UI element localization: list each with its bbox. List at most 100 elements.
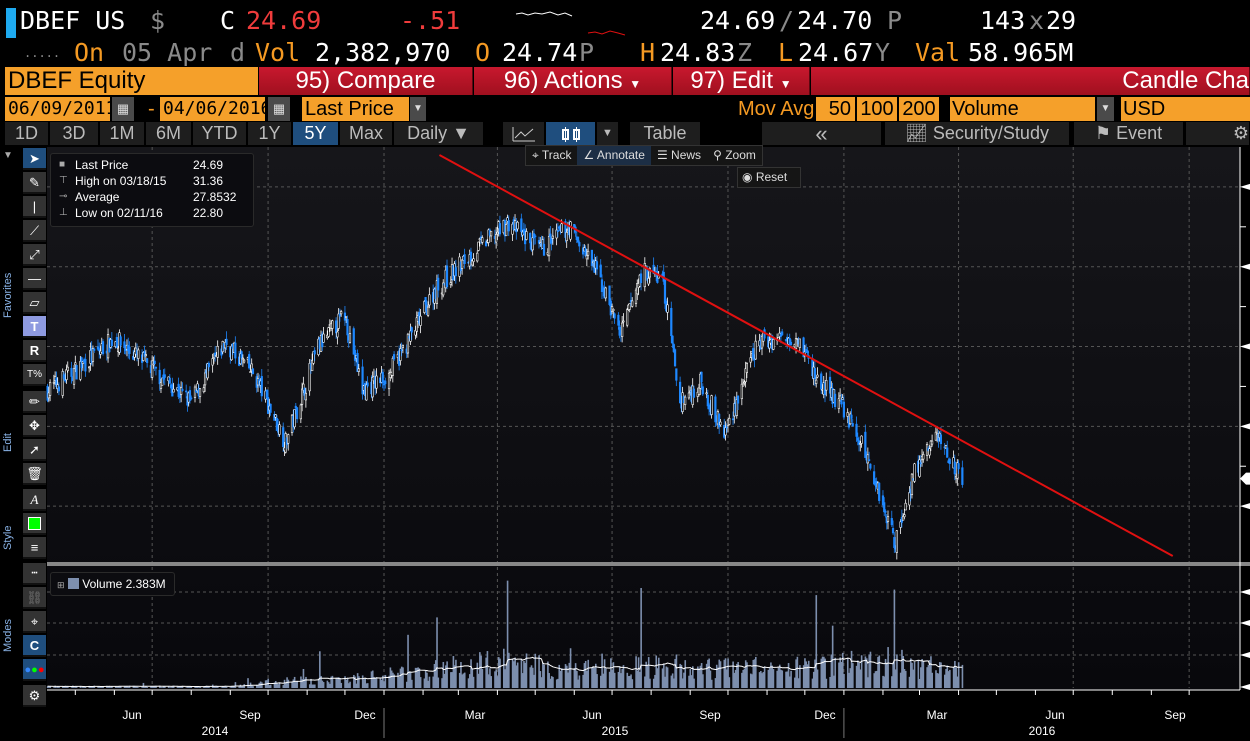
- news-button[interactable]: ☰ News: [651, 146, 707, 165]
- volume-bar: [296, 680, 298, 688]
- period-ytd[interactable]: YTD: [193, 122, 247, 145]
- period-1m[interactable]: 1M: [100, 122, 145, 145]
- link-icon[interactable]: ⛓: [23, 587, 46, 609]
- table-button[interactable]: Table: [630, 122, 701, 145]
- volume-bar: [213, 686, 215, 688]
- lower-study-select[interactable]: Volume: [950, 97, 1095, 121]
- currency: $: [150, 6, 166, 35]
- volume-bar: [506, 580, 509, 688]
- volume-bar: [301, 679, 303, 688]
- period-1d[interactable]: 1D: [5, 122, 49, 145]
- pointer-tool-icon[interactable]: ➤: [23, 148, 46, 170]
- chevron-down-icon[interactable]: ▼: [1097, 97, 1114, 121]
- volume-bar: [54, 685, 57, 688]
- ma-100-input[interactable]: 100: [857, 97, 897, 121]
- calendar-icon[interactable]: ▦: [112, 97, 134, 121]
- color-picker-icon[interactable]: [23, 513, 46, 535]
- end-date-input[interactable]: 04/06/2016: [160, 97, 271, 121]
- reset-label: Reset: [755, 170, 788, 184]
- retracement-icon[interactable]: R: [23, 340, 46, 362]
- zoom-button[interactable]: ⚲ Zoom: [707, 146, 762, 165]
- security-field[interactable]: DBEF Equity: [5, 67, 258, 95]
- chevron-down-icon[interactable]: ▼: [410, 97, 426, 121]
- candle: [961, 467, 964, 485]
- reset-button[interactable]: ◉ Reset: [737, 167, 801, 188]
- magnet-icon[interactable]: C: [23, 635, 46, 657]
- gear-icon[interactable]: ⚙: [23, 685, 46, 707]
- volume-bar: [75, 686, 78, 688]
- volume-bar: [887, 647, 889, 688]
- candle: [79, 361, 82, 380]
- expand-icon[interactable]: ⊞: [57, 580, 65, 590]
- line-chart-button[interactable]: [503, 122, 545, 145]
- volume-bar: [419, 677, 422, 688]
- volume-bar: [458, 672, 461, 688]
- period-max[interactable]: Max: [340, 122, 393, 145]
- calendar-icon[interactable]: ▦: [268, 97, 290, 121]
- horizontal-line-icon[interactable]: —: [23, 268, 46, 290]
- volume-bar: [137, 687, 140, 688]
- volume-bar: [578, 675, 581, 688]
- compare-button[interactable]: 95) Compare: [259, 67, 473, 95]
- font-style-icon[interactable]: A: [23, 489, 46, 511]
- currency-select[interactable]: USD: [1121, 97, 1250, 121]
- move-icon[interactable]: ✥: [23, 415, 46, 437]
- volume-bar: [80, 687, 83, 688]
- field-select[interactable]: Last Price: [302, 97, 409, 121]
- period-1y[interactable]: 1Y: [248, 122, 292, 145]
- period-3d[interactable]: 3D: [50, 122, 99, 145]
- candle: [547, 236, 551, 257]
- draw-tool-icon[interactable]: ✎: [23, 172, 46, 194]
- low-icon: ⊥: [59, 207, 68, 218]
- trend-line-icon[interactable]: ⟋: [23, 220, 46, 242]
- candle: [348, 333, 352, 343]
- color-mode-icon[interactable]: ●●●: [23, 659, 46, 681]
- segment-line-icon[interactable]: ⤢: [23, 244, 46, 266]
- candle: [714, 396, 717, 423]
- period-6m[interactable]: 6M: [146, 122, 192, 145]
- pencil-icon[interactable]: ✏: [23, 391, 46, 413]
- line-weight-icon[interactable]: ≡: [23, 537, 46, 559]
- select-add-icon[interactable]: ➚: [23, 439, 46, 461]
- volume-bar: [283, 679, 286, 688]
- channel-icon[interactable]: ▱: [23, 292, 46, 314]
- percent-tool-icon[interactable]: T%: [23, 364, 46, 386]
- annotate-button[interactable]: ∠ Annotate: [577, 146, 651, 165]
- text-tool-icon[interactable]: T: [23, 316, 46, 338]
- candle: [813, 368, 817, 380]
- candle: [88, 366, 91, 369]
- volume-bar: [794, 677, 796, 688]
- event-button[interactable]: ⚑ Event: [1074, 122, 1184, 145]
- volume-bar: [344, 676, 346, 688]
- actions-menu[interactable]: 96) Actions ▼: [474, 67, 672, 95]
- candle: [652, 264, 655, 274]
- collapse-button[interactable]: «: [762, 122, 882, 145]
- ma-50-input[interactable]: 50: [816, 97, 855, 121]
- candle: [636, 283, 639, 295]
- frequency-select[interactable]: Daily ▼: [394, 122, 484, 145]
- volume-bar: [146, 687, 149, 688]
- volume-bar: [164, 686, 166, 688]
- volume-bar: [248, 686, 251, 688]
- period-5y[interactable]: 5Y: [293, 122, 339, 145]
- chart-area[interactable]: [47, 147, 1240, 690]
- collapse-toolbar-icon[interactable]: ▼: [3, 150, 13, 161]
- ma-200-input[interactable]: 200: [899, 97, 939, 121]
- candle: [206, 363, 209, 379]
- trash-icon[interactable]: 🗑︎: [23, 463, 46, 485]
- volume-bar: [251, 685, 253, 688]
- track-button[interactable]: ⌖ Track: [526, 146, 577, 165]
- edit-menu[interactable]: 97) Edit ▼: [673, 67, 810, 95]
- start-date-input[interactable]: 06/09/2011: [5, 97, 116, 121]
- volume-bar: [126, 685, 128, 688]
- chevron-down-icon[interactable]: ▼: [597, 122, 619, 145]
- volume-bar: [781, 670, 784, 688]
- volume-bar: [913, 661, 916, 688]
- line-style-icon[interactable]: ┅: [23, 563, 46, 585]
- volume-bar: [117, 686, 120, 688]
- volume-bar: [505, 665, 508, 688]
- security-study-button[interactable]: 📈︎ Security/Study: [885, 122, 1070, 145]
- crosshair-lock-icon[interactable]: ⌖: [23, 611, 46, 633]
- candle-chart-button[interactable]: [546, 122, 596, 145]
- vertical-line-icon[interactable]: |: [23, 196, 46, 218]
